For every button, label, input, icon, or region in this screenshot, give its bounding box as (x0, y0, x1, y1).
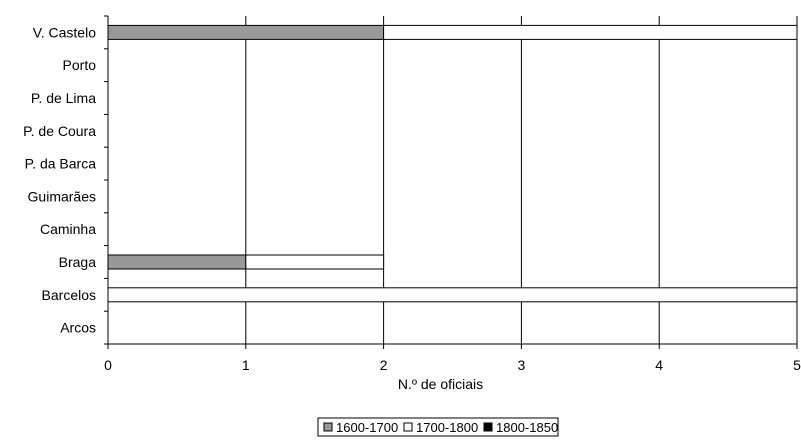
x-tick-label: 3 (518, 357, 526, 373)
bar-1700-1800-Braga (245, 254, 385, 270)
y-tick-label: Arcos (60, 320, 96, 336)
legend-label: 1800-1850 (496, 420, 558, 435)
y-tick-label: Braga (59, 254, 97, 270)
x-tick-label: 1 (242, 357, 250, 373)
bar-1600-1700-Braga (107, 254, 247, 270)
y-tick-label: Porto (63, 57, 97, 73)
y-tick-label: P. da Barca (25, 156, 97, 172)
y-tick-label: Barcelos (42, 287, 96, 303)
y-tick-label: Guimarães (28, 188, 96, 204)
legend-box (317, 417, 559, 437)
legend-swatch-1800-1850 (483, 422, 493, 432)
x-tick-label: 0 (104, 357, 112, 373)
legend-label: 1600-1700 (336, 420, 398, 435)
bar-1700-1800-Barcelos (107, 287, 798, 303)
legend-swatch-1700-1800 (403, 422, 413, 432)
y-tick-label: Caminha (40, 221, 96, 237)
y-tick-label: P. de Lima (31, 90, 96, 106)
legend-swatch-1600-1700 (323, 422, 333, 432)
x-tick-label: 4 (655, 357, 663, 373)
bar-1600-1700-V. Castelo (107, 24, 385, 40)
x-axis-label: N.º de oficiais (398, 376, 483, 392)
x-tick-label: 2 (380, 357, 388, 373)
y-tick-label: V. Castelo (33, 24, 97, 40)
bar-1700-1800-V. Castelo (383, 24, 798, 40)
x-tick-label: 5 (793, 357, 801, 373)
legend-label: 1700-1800 (416, 420, 478, 435)
y-tick-label: P. de Coura (23, 123, 96, 139)
